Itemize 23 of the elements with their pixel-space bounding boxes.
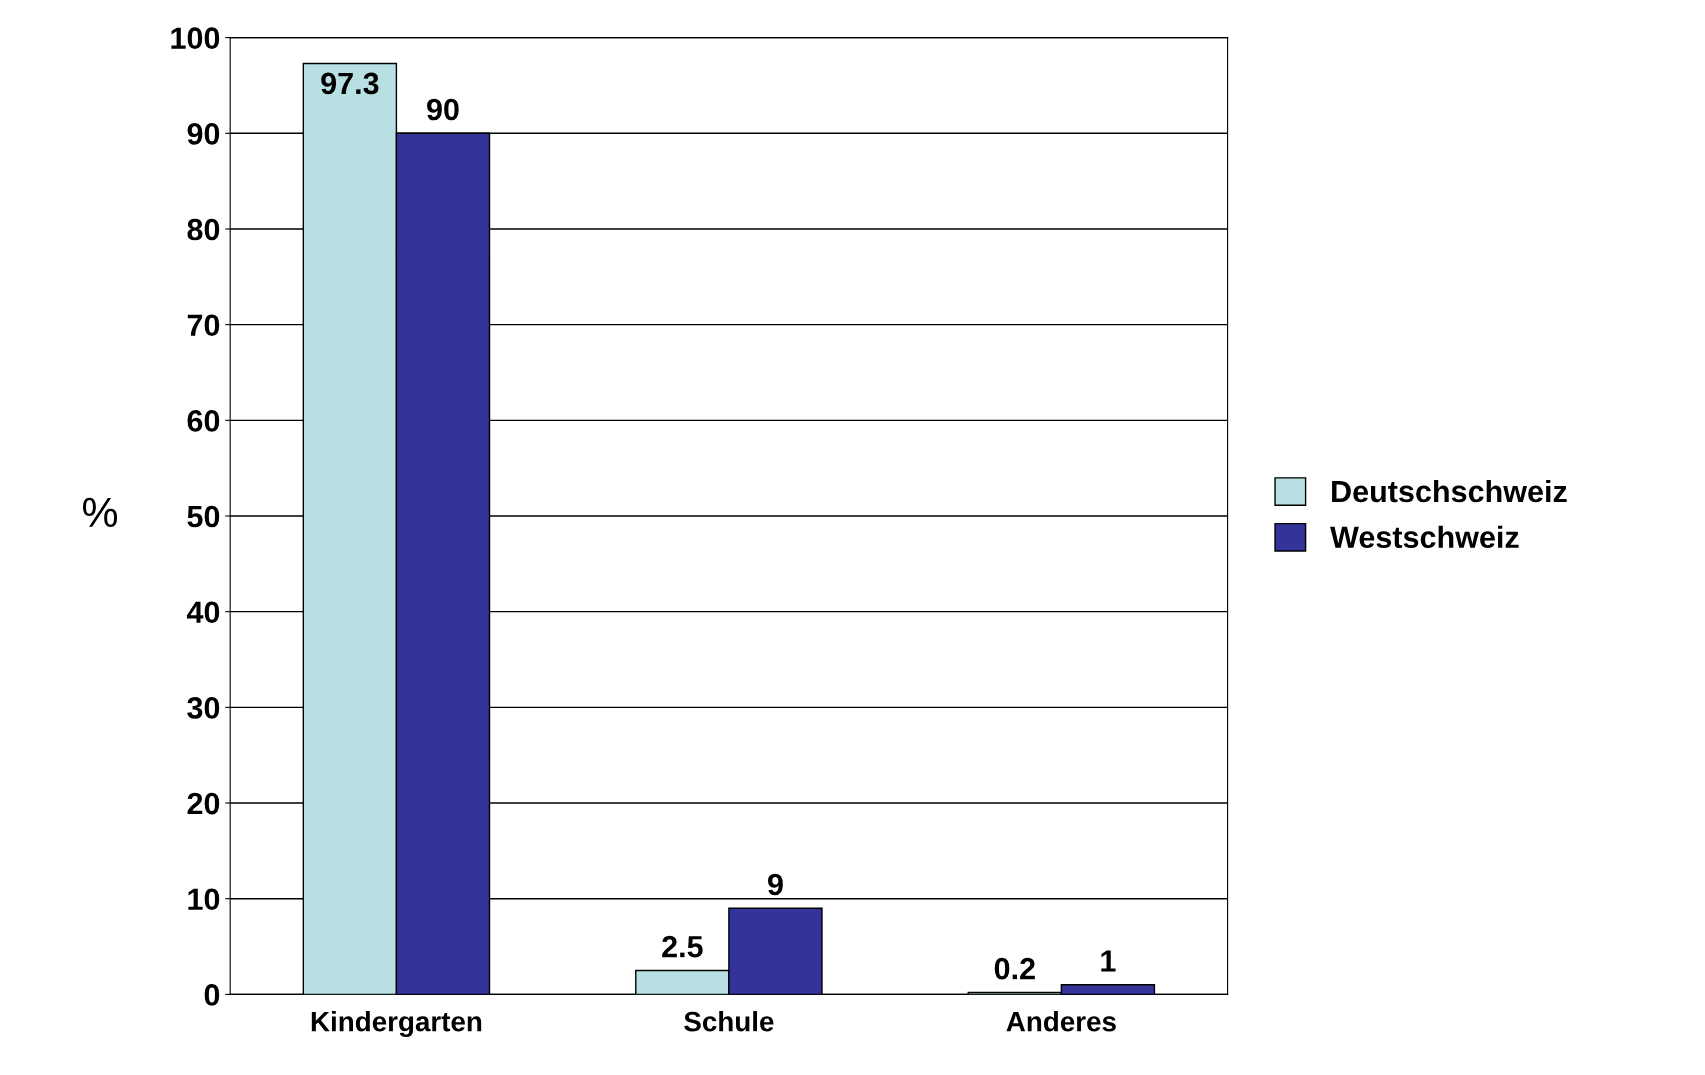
data-label: 9: [768, 873, 783, 896]
y-tick-label: 70: [187, 314, 220, 337]
legend-label: Westschweiz: [1330, 525, 1519, 549]
y-axis-title: %: [82, 497, 118, 528]
y-tick-label: 100: [171, 27, 220, 49]
y-tick-label: 60: [187, 410, 220, 432]
x-tick-label: Kindergarten: [311, 1011, 482, 1038]
y-tick-label: 90: [187, 123, 220, 145]
y-tick-label: 20: [187, 792, 220, 815]
data-label: 2.5: [662, 935, 703, 958]
x-tick-label: Anderes: [1006, 1011, 1116, 1032]
data-label: 97.3: [321, 72, 379, 95]
x-tick-label: Schule: [684, 1011, 774, 1032]
y-tick-label: 10: [188, 888, 220, 911]
y-tick-label: 50: [187, 505, 220, 528]
y-tick-label: 30: [187, 697, 220, 719]
y-tick-label: 0: [204, 984, 220, 1006]
data-label: 90: [427, 98, 459, 121]
data-label: 0.2: [994, 957, 1035, 980]
y-tick-label: 80: [187, 218, 220, 241]
y-tick-label: 40: [186, 601, 220, 624]
legend-label: Deutschschweiz: [1332, 479, 1567, 503]
data-label: 1: [1101, 950, 1116, 972]
